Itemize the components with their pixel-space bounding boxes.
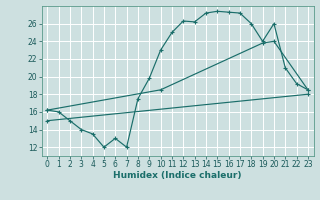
- X-axis label: Humidex (Indice chaleur): Humidex (Indice chaleur): [113, 171, 242, 180]
